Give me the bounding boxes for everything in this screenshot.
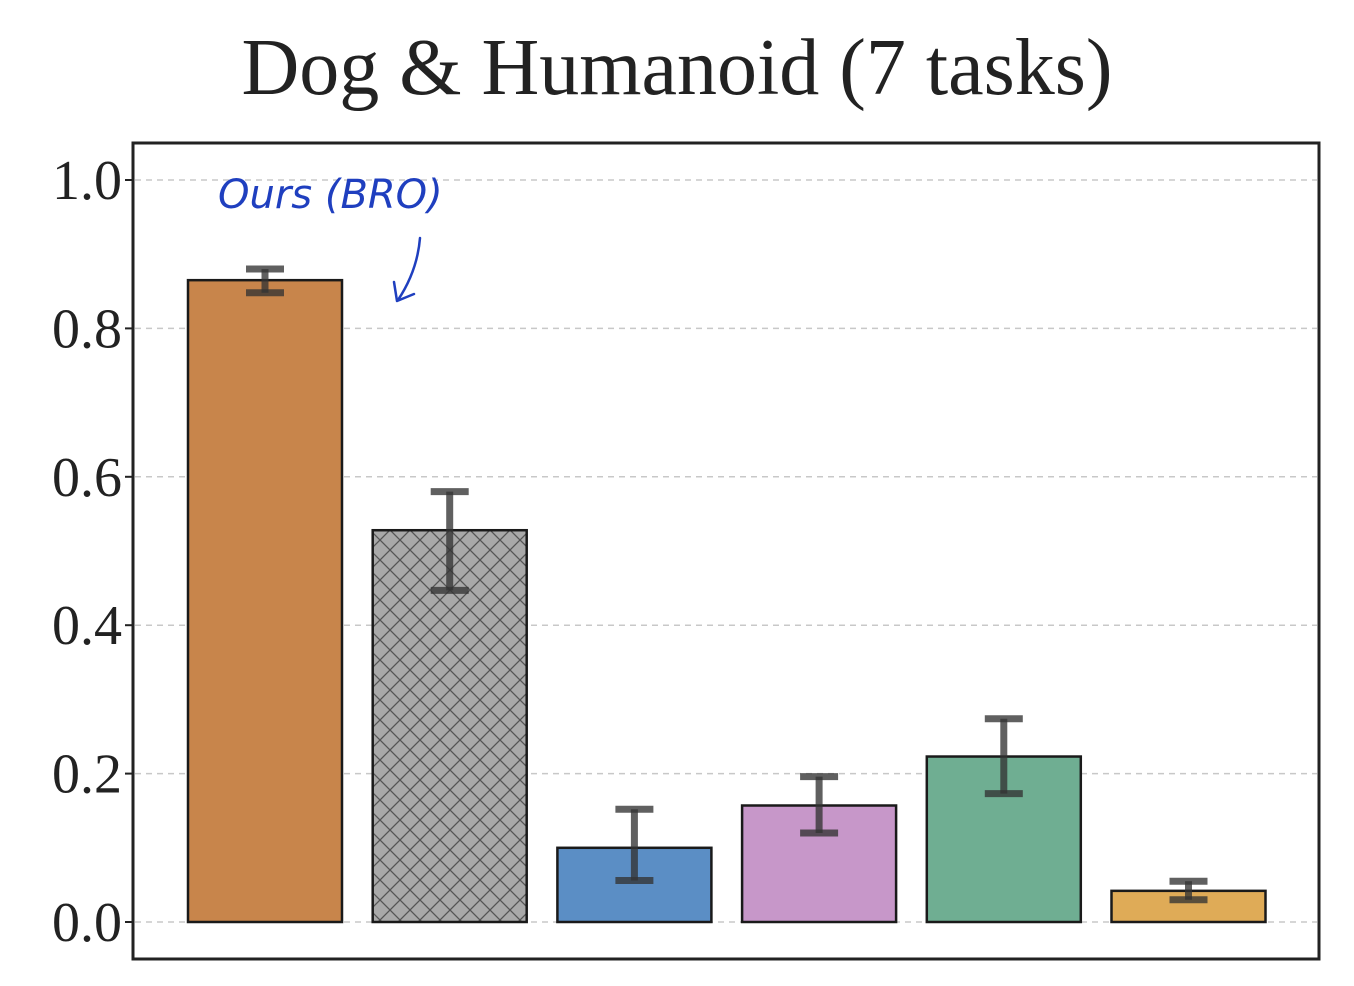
annotation-text: Ours (BRO) bbox=[218, 172, 443, 218]
annotation: Ours (BRO) bbox=[218, 172, 443, 303]
annotation-arrow bbox=[396, 236, 422, 302]
y-tick-label: 0.8 bbox=[52, 298, 122, 360]
bar bbox=[186, 278, 344, 924]
chart-title: Dog & Humanoid (7 tasks) bbox=[241, 24, 1113, 112]
y-tick-label: 0.2 bbox=[52, 744, 122, 806]
bar bbox=[556, 846, 713, 924]
bar bbox=[371, 528, 528, 924]
bars bbox=[186, 278, 1267, 924]
y-axis-ticks: 0.0 0.2 0.4 0.6 0.8 1.0 bbox=[52, 150, 133, 954]
y-tick-label: 0.0 bbox=[52, 892, 122, 954]
y-tick-label: 1.0 bbox=[52, 150, 122, 212]
y-tick-label: 0.6 bbox=[52, 447, 122, 509]
y-tick-label: 0.4 bbox=[52, 595, 122, 657]
annotation-arrowhead bbox=[392, 280, 416, 303]
error-bars bbox=[246, 265, 1208, 904]
plot-frame bbox=[131, 141, 1321, 961]
